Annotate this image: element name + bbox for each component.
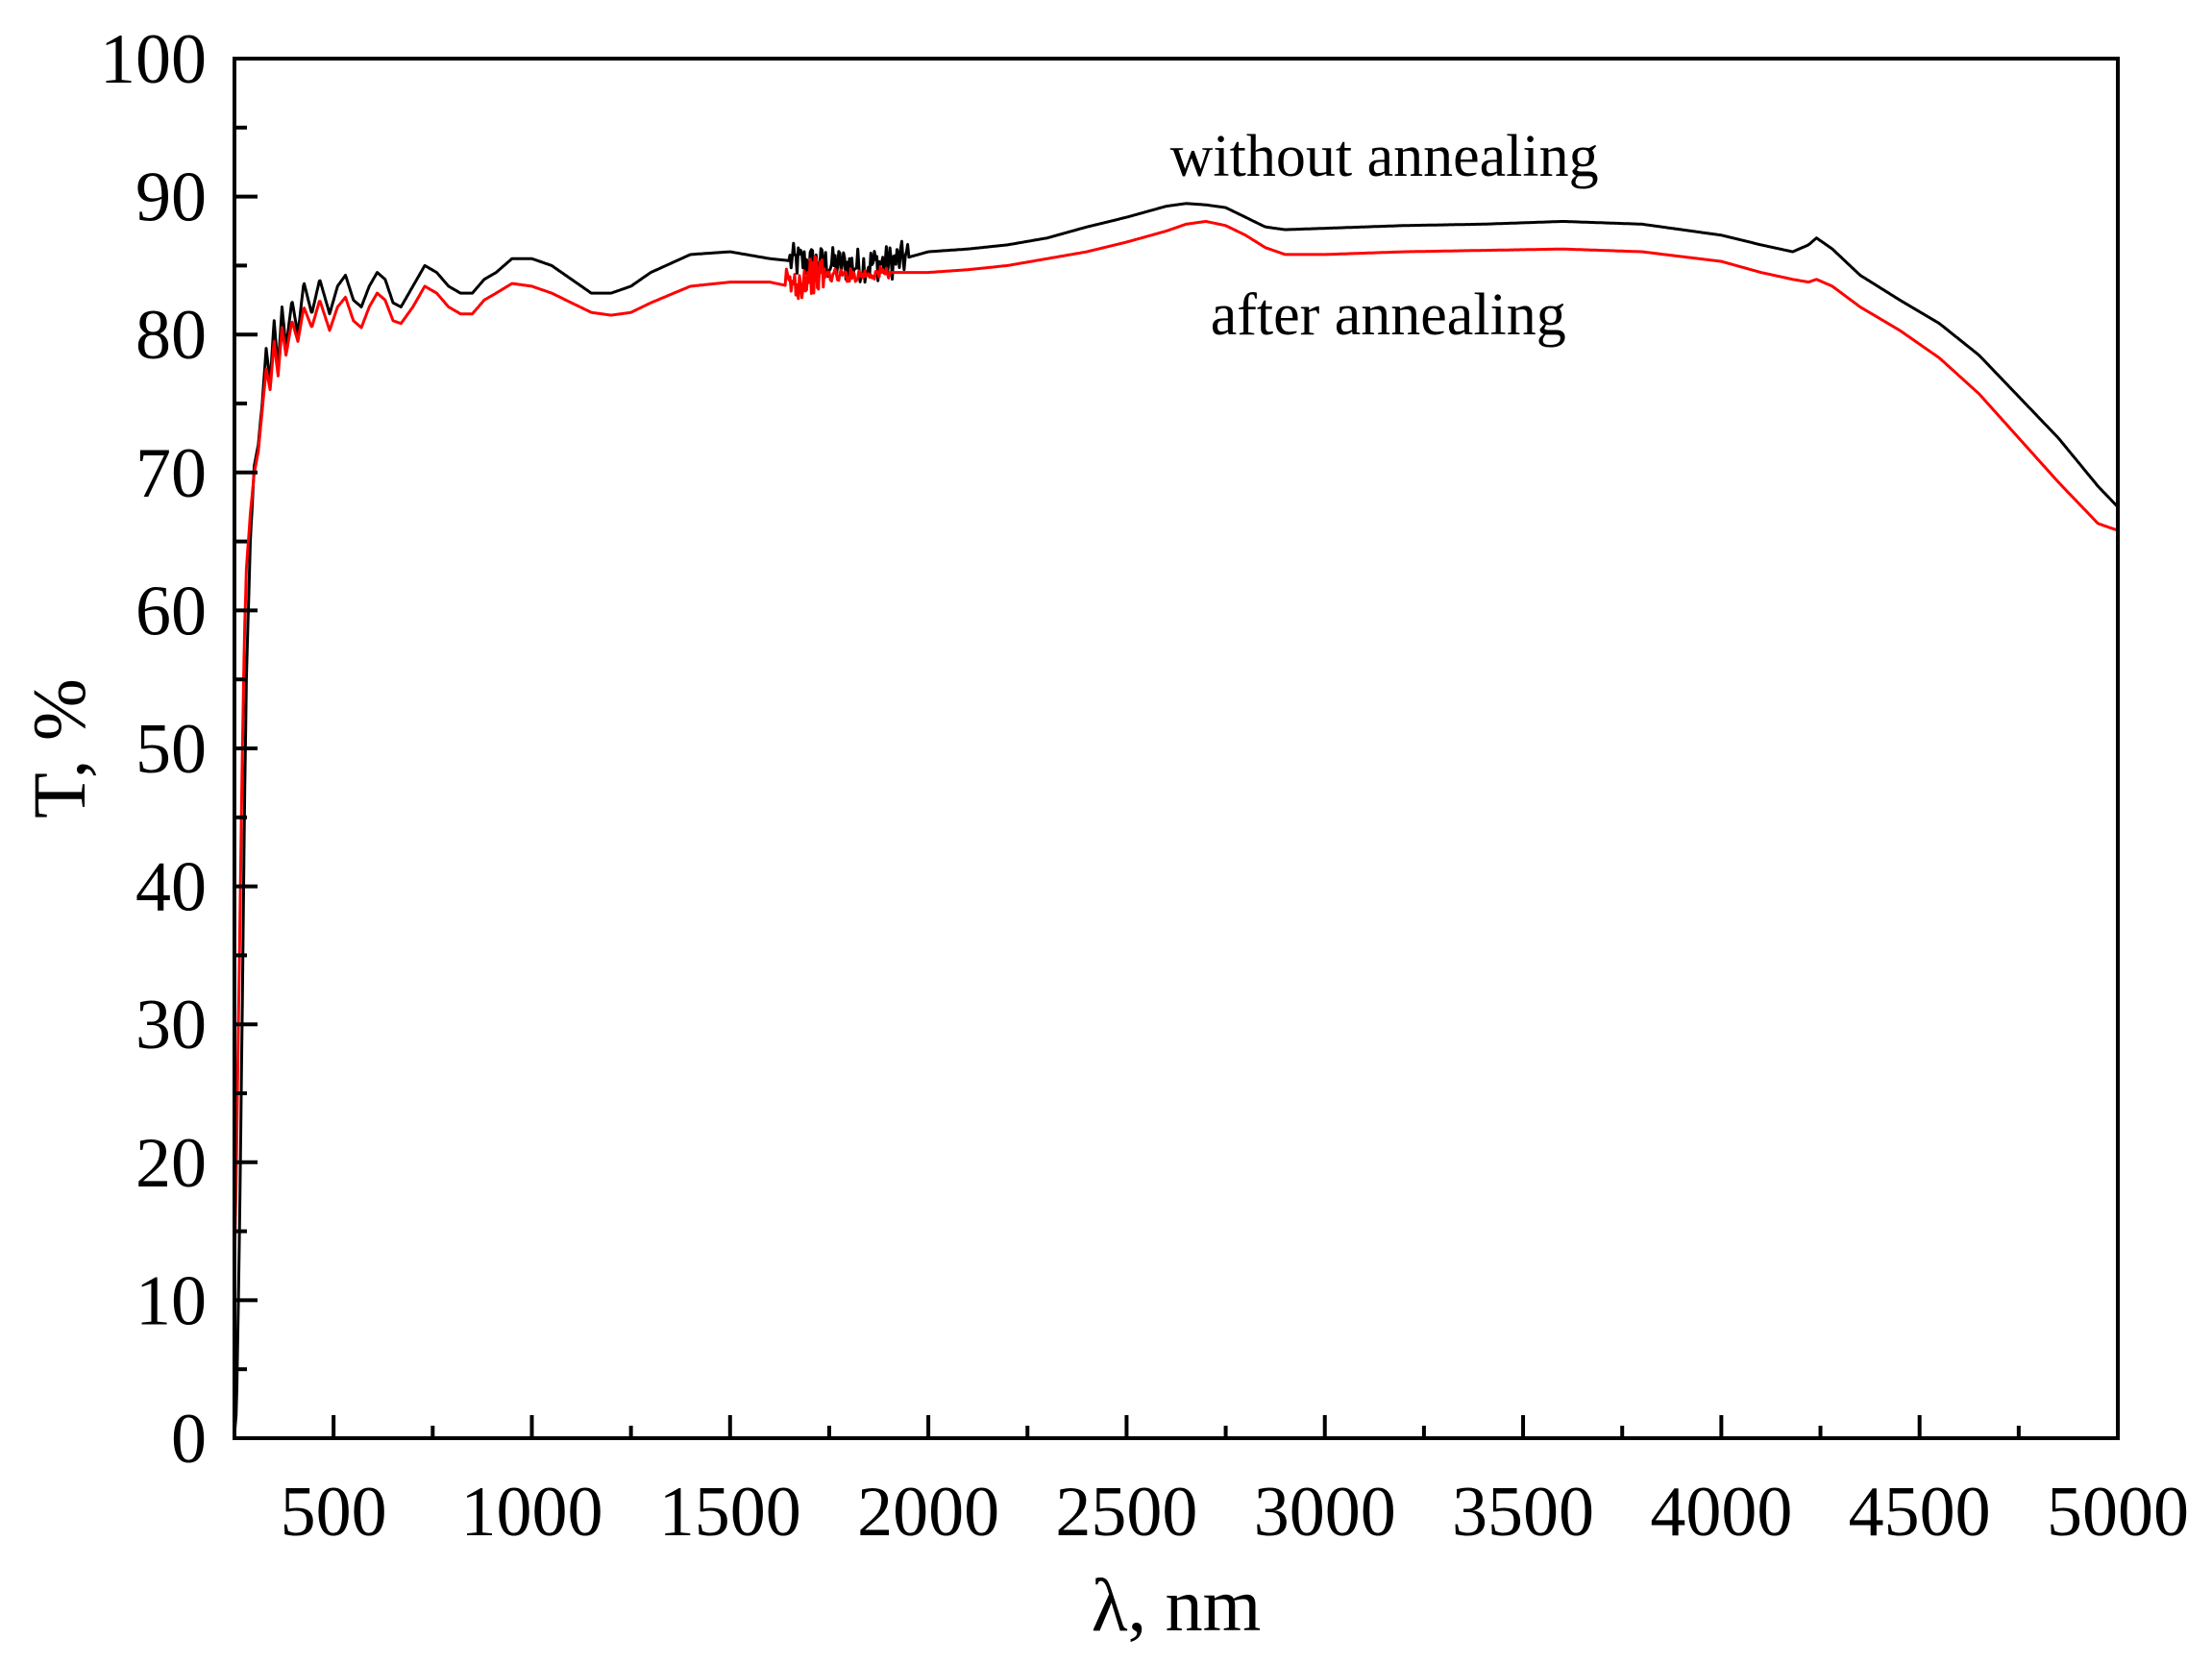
x-tick-label: 3000 [1254, 1473, 1396, 1552]
ticks-layer [233, 57, 2120, 1440]
annotation-without-annealing: without annealing [1170, 124, 1599, 189]
y-tick-label: 60 [135, 572, 207, 650]
y-tick-label: 10 [135, 1261, 207, 1340]
x-tick-label: 3500 [1452, 1473, 1594, 1552]
x-tick-label: 4000 [1650, 1473, 1792, 1552]
x-tick-label: 5000 [2047, 1473, 2189, 1552]
y-tick-label: 50 [135, 710, 207, 789]
series-line-after-annealing [234, 220, 2118, 1273]
y-tick-label: 100 [100, 20, 207, 99]
plot-frame [233, 57, 2120, 1440]
y-tick-label: 90 [135, 159, 207, 237]
y-tick-label: 0 [171, 1400, 207, 1479]
x-tick-label: 2500 [1055, 1473, 1197, 1552]
tick-labels: 500 1000 1500 2000 2500 3000 3500 4000 4500 5000 0… [100, 20, 2189, 1552]
series-layer [234, 202, 2118, 1436]
x-tick-label: 2000 [857, 1473, 999, 1552]
x-tick-label: 1000 [460, 1473, 602, 1552]
y-tick-label: 40 [135, 848, 207, 927]
x-axis-title: λ, nm [1092, 1563, 1262, 1647]
annotation-after-annealing: after annealing [1211, 282, 1566, 348]
series-line-without-annealing [234, 202, 2118, 1436]
y-tick-label: 70 [135, 434, 207, 513]
x-tick-label: 4500 [1849, 1473, 1991, 1552]
x-tick-label: 500 [281, 1473, 387, 1552]
y-axis-title: T, % [17, 678, 101, 819]
y-tick-label: 20 [135, 1124, 207, 1203]
y-tick-label: 80 [135, 296, 207, 375]
x-tick-label: 1500 [659, 1473, 801, 1552]
y-tick-label: 30 [135, 986, 207, 1064]
